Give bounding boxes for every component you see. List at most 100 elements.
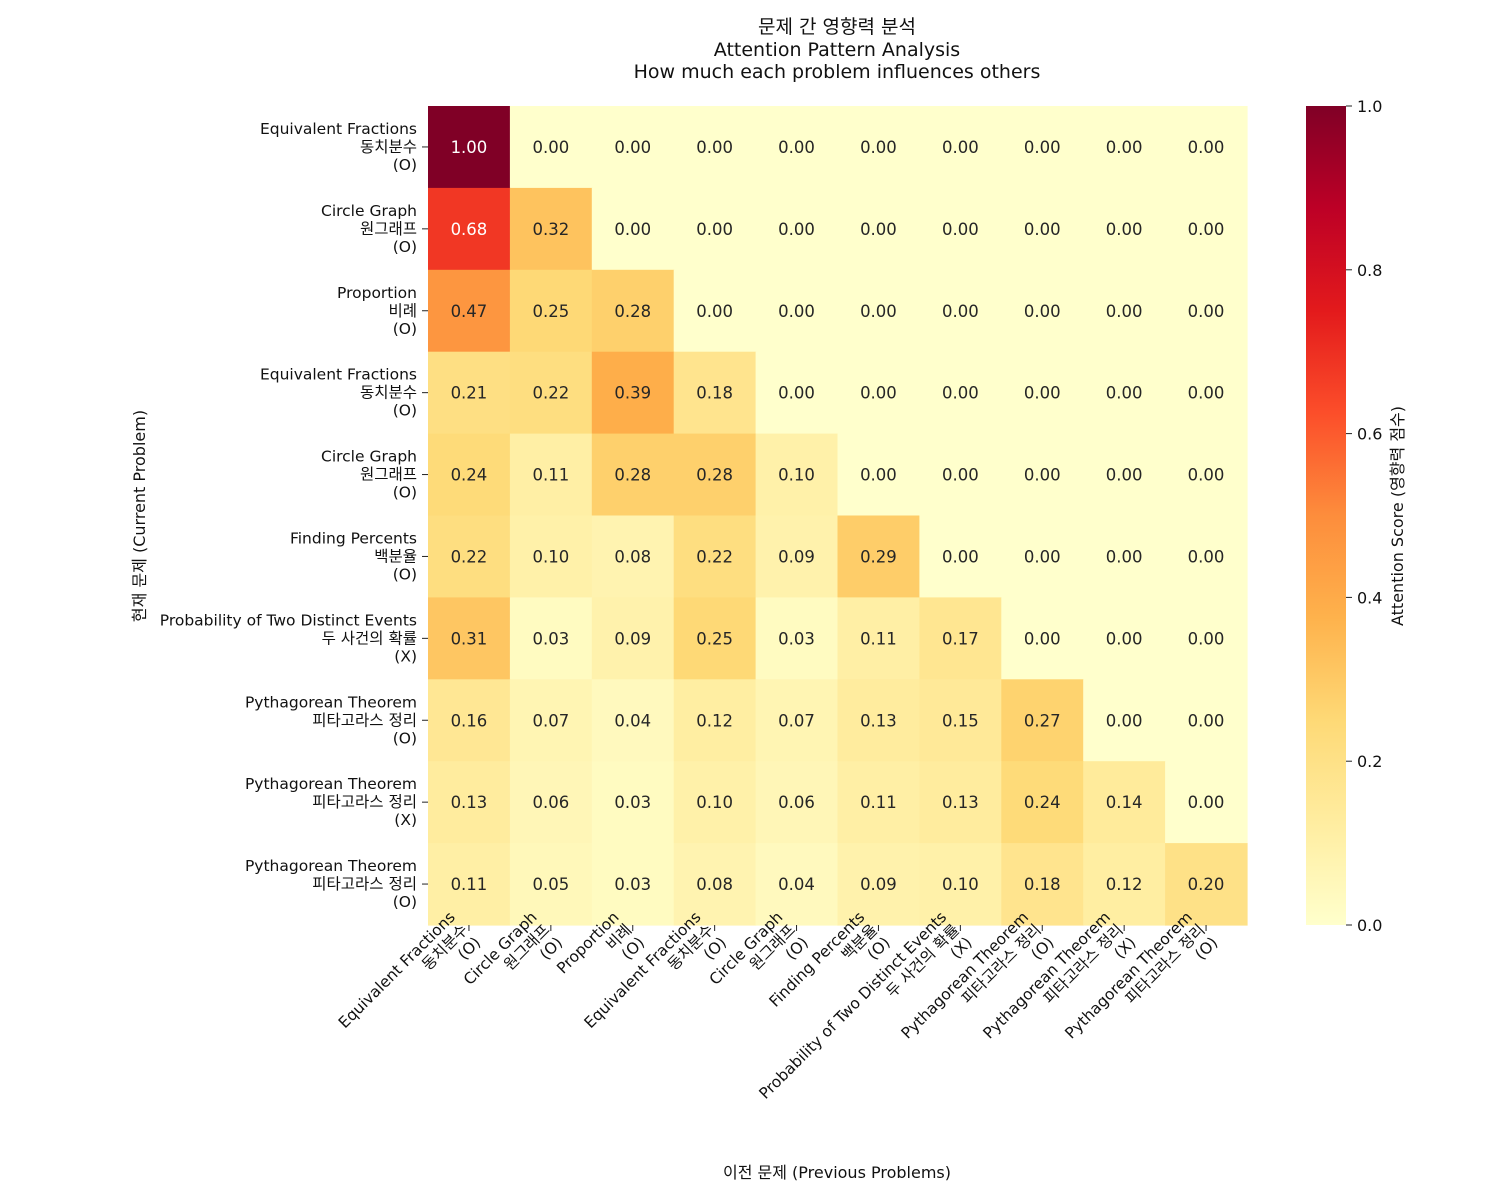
heatmap-cell [1083, 187, 1166, 271]
cell-value-label: 0.24 [451, 466, 488, 485]
heatmap-cell [755, 843, 839, 926]
heatmap-cell [919, 679, 1002, 762]
cell-value-label: 0.08 [696, 875, 733, 894]
cell-value-label: 0.15 [942, 711, 979, 730]
heatmap-cell [837, 679, 920, 762]
heatmap-cell [755, 187, 839, 271]
y-tick-label-line: 피타고라스 정리 [312, 793, 417, 811]
heatmap-cell [755, 433, 839, 517]
heatmap-cell [1001, 515, 1084, 598]
heatmap-cell [428, 515, 511, 598]
y-tick-label-line: 백분율 [374, 547, 417, 565]
cell-value-label: 0.03 [614, 793, 651, 812]
heatmap-cell [591, 843, 675, 926]
heatmap-cell [1165, 106, 1248, 189]
heatmap-cell [591, 597, 675, 680]
heatmap-cell [1083, 433, 1166, 517]
cell-value-label: 0.00 [1106, 138, 1143, 157]
x-axis-label: 이전 문제 (Previous Problems) [723, 1163, 951, 1182]
y-tick-label: Circle Graph 원그래프 (O) [321, 448, 417, 502]
cell-value-label: 0.00 [614, 138, 651, 157]
y-tick-label-line: 동치분수 [360, 138, 417, 156]
heatmap-cell [509, 679, 593, 762]
heatmap-cell [591, 433, 675, 517]
cell-value-label: 0.00 [1024, 302, 1061, 321]
y-tick-label-line: (O) [393, 156, 417, 174]
heatmap-cell [1165, 269, 1248, 353]
heatmap-cell [428, 187, 511, 271]
y-tick-label-line: 피타고라스 정리 [312, 711, 417, 729]
cell-value-label: 0.00 [1188, 466, 1225, 485]
heatmap-cell [509, 187, 593, 271]
heatmap-cell [755, 679, 839, 762]
cell-value-label: 0.28 [614, 302, 651, 321]
x-axis-ticks: Equivalent Fractions동치분수(O)Circle Graph원… [335, 908, 1221, 1103]
heatmap-cell [428, 679, 511, 762]
heatmap-cell [919, 351, 1002, 435]
y-axis-ticks: Equivalent Fractions 동치분수 (O) Circle Graph 원… [160, 120, 428, 911]
cell-value-label: 0.00 [860, 384, 897, 403]
heatmap-cell [837, 761, 920, 844]
y-tick-label: Proportion 비례 (O) [337, 284, 417, 338]
heatmap-cell [509, 351, 593, 435]
y-axis-label: 현재 문제 (Current Problem) [130, 410, 149, 622]
heatmap-cell [1001, 843, 1084, 926]
y-tick-label-line: (X) [394, 811, 417, 829]
y-tick-label: Equivalent Fractions 동치분수 (O) [260, 120, 417, 174]
heatmap-cell [1001, 106, 1084, 189]
heatmap-cell [591, 351, 675, 435]
cell-value-label: 0.22 [451, 547, 488, 566]
cell-value-label: 0.00 [942, 466, 979, 485]
heatmap-cell [919, 843, 1002, 926]
cell-value-label: 0.00 [942, 302, 979, 321]
cell-value-label: 0.68 [451, 220, 488, 239]
heatmap-cell [1001, 761, 1084, 844]
cell-value-label: 0.00 [614, 220, 651, 239]
cell-value-label: 0.00 [860, 466, 897, 485]
heatmap-cell [1001, 679, 1084, 762]
cell-value-label: 0.09 [778, 547, 815, 566]
cell-value-label: 0.00 [942, 384, 979, 403]
cell-value-label: 0.00 [1188, 220, 1225, 239]
y-tick-label-line: (O) [393, 402, 417, 420]
heatmap-cell [673, 106, 757, 189]
cell-value-label: 0.00 [778, 302, 815, 321]
cell-value-label: 0.17 [942, 629, 979, 648]
cell-value-label: 0.21 [451, 384, 488, 403]
y-tick-label-line: 원그래프 [360, 466, 417, 484]
heatmap-cell [673, 269, 757, 353]
cell-value-label: 0.08 [614, 547, 651, 566]
cell-value-label: 0.00 [1024, 138, 1061, 157]
heatmap-cell [591, 187, 675, 271]
cell-value-label: 0.25 [532, 302, 569, 321]
heatmap-cell [1083, 843, 1166, 926]
cell-value-label: 0.47 [451, 302, 488, 321]
heatmap-cell [1165, 187, 1248, 271]
cell-value-label: 0.00 [1106, 384, 1143, 403]
cell-value-label: 0.22 [532, 384, 569, 403]
cell-value-label: 0.18 [696, 384, 733, 403]
cell-value-label: 0.00 [1024, 547, 1061, 566]
heatmap-cell [1165, 433, 1248, 517]
heatmap-cell [428, 106, 511, 189]
heatmap-cell [919, 269, 1002, 353]
colorbar-tick-label: 0.6 [1357, 425, 1382, 444]
cell-value-label: 0.31 [451, 629, 488, 648]
cell-value-label: 0.00 [860, 138, 897, 157]
cell-value-label: 0.22 [696, 547, 733, 566]
cell-value-label: 0.06 [778, 793, 815, 812]
y-tick-label: Circle Graph 원그래프 (O) [321, 202, 417, 256]
cell-value-label: 0.10 [532, 547, 569, 566]
y-tick-label-line: Pythagorean Theorem [245, 857, 417, 875]
heatmap-cell [591, 269, 675, 353]
cell-value-label: 0.12 [696, 711, 733, 730]
cell-value-label: 0.00 [860, 220, 897, 239]
cell-value-label: 0.11 [532, 466, 569, 485]
cell-value-label: 0.00 [1188, 384, 1225, 403]
colorbar-tick-label: 0.0 [1357, 916, 1382, 935]
heatmap-cell [755, 269, 839, 353]
heatmap-cell [837, 269, 920, 353]
heatmap-cell [837, 597, 920, 680]
y-tick-label-line: 동치분수 [360, 384, 417, 402]
